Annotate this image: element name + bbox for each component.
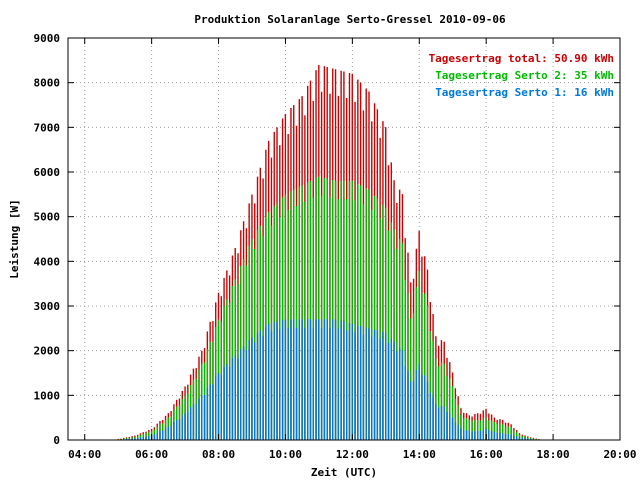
x-tick-label: 16:00 — [470, 448, 503, 461]
y-tick-label: 0 — [53, 434, 60, 447]
legend-entry: Tagesertrag total: 50.90 kWh — [429, 52, 614, 65]
legend-entry: Tagesertrag Serto 2: 35 kWh — [435, 69, 614, 82]
x-tick-label: 04:00 — [68, 448, 101, 461]
plot-frame — [67, 37, 621, 441]
y-tick-label: 6000 — [34, 166, 61, 179]
x-tick-label: 06:00 — [135, 448, 168, 461]
y-tick-label: 5000 — [34, 211, 61, 224]
x-tick-label: 20:00 — [603, 448, 636, 461]
y-tick-label: 2000 — [34, 345, 61, 358]
x-tick-label: 14:00 — [403, 448, 436, 461]
x-tick-label: 10:00 — [269, 448, 302, 461]
x-tick-label: 08:00 — [202, 448, 235, 461]
x-tick-label: 12:00 — [336, 448, 369, 461]
y-tick-label: 8000 — [34, 77, 61, 90]
x-tick-label: 18:00 — [537, 448, 570, 461]
y-tick-label: 1000 — [34, 389, 61, 402]
y-tick-label: 9000 — [34, 32, 61, 45]
x-axis-label: Zeit (UTC) — [311, 466, 377, 479]
legend-entry: Tagesertrag Serto 1: 16 kWh — [435, 86, 614, 99]
y-axis-label: Leistung [W] — [8, 199, 21, 278]
y-tick-label: 7000 — [34, 121, 61, 134]
y-tick-label: 4000 — [34, 255, 61, 268]
chart-title: Produktion Solaranlage Serto-Gressel 201… — [194, 13, 506, 26]
y-tick-label: 3000 — [34, 300, 61, 313]
